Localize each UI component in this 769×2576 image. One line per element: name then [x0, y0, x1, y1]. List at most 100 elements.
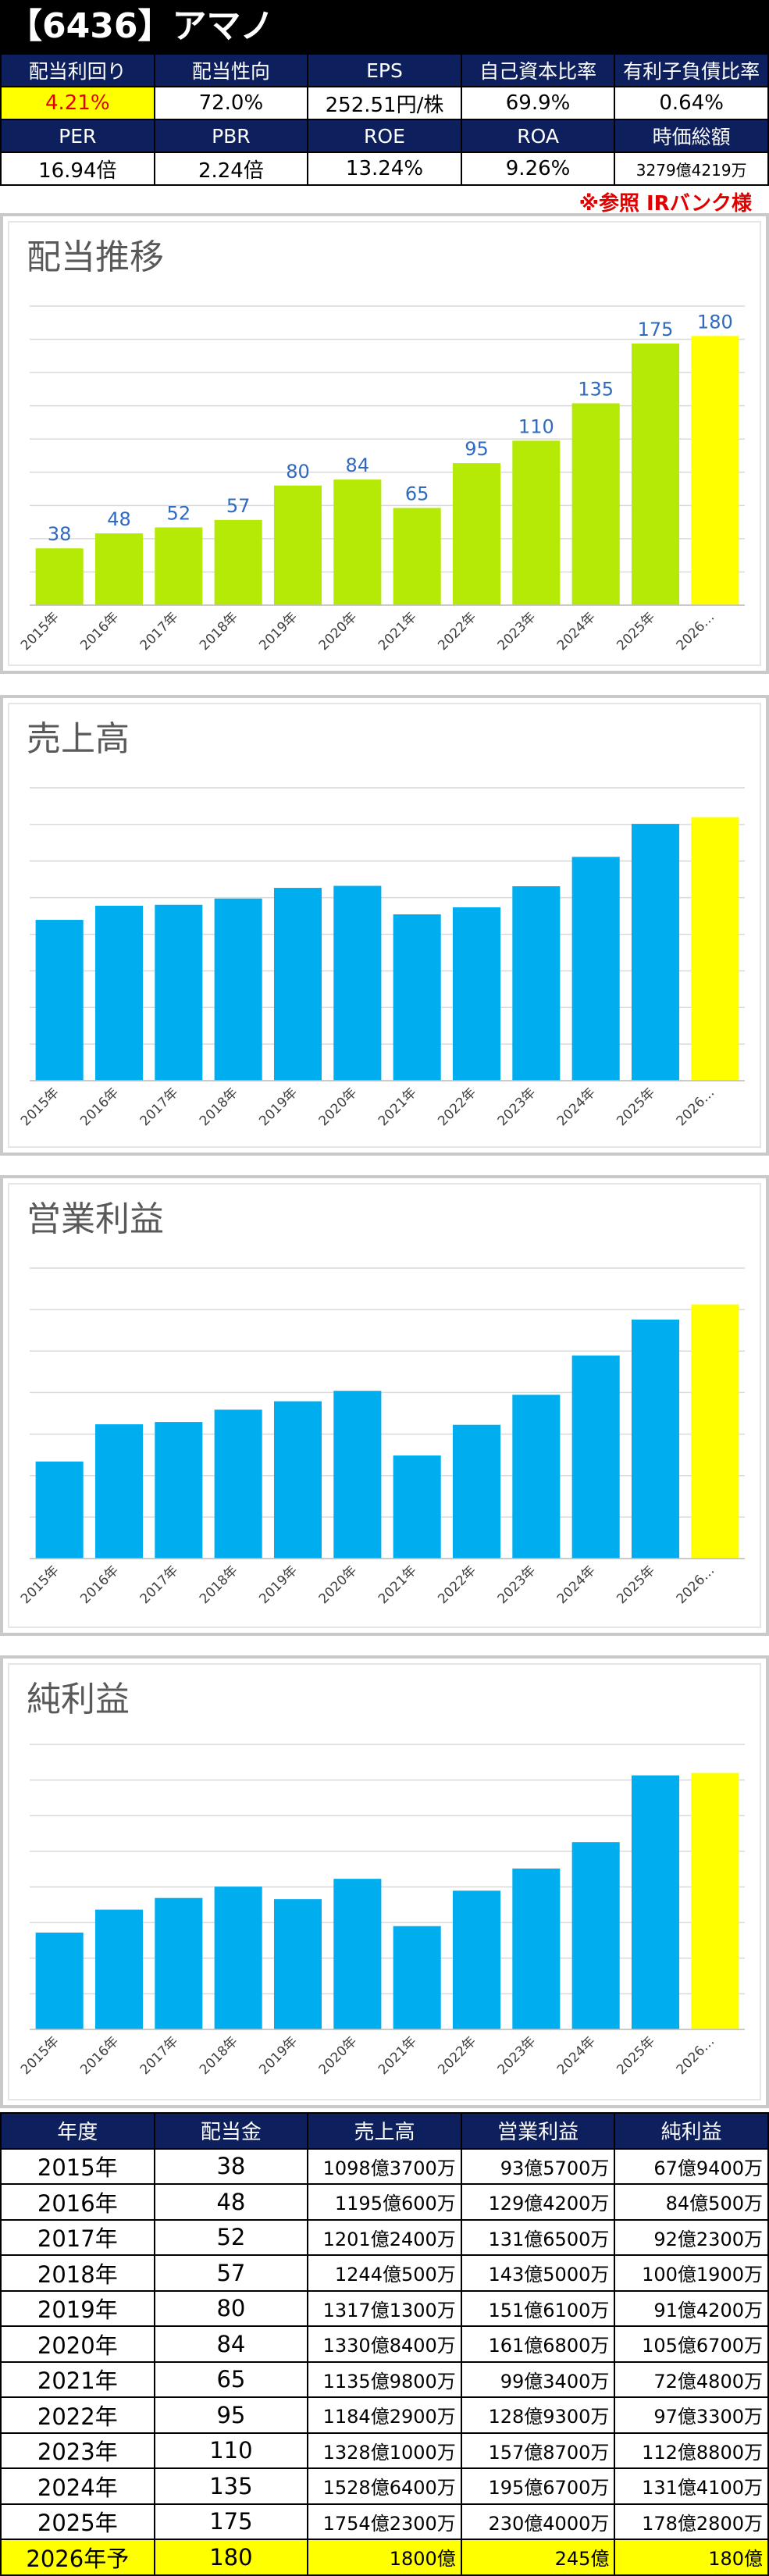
metric-label: 有利子負債比率 [614, 53, 769, 87]
table-cell: 84億500万 [614, 2183, 769, 2221]
x-tick-label: 2025年 [614, 2033, 658, 2078]
debt-ratio-value: 0.64% [614, 86, 769, 120]
x-tick-label: 2019年 [256, 1085, 301, 1129]
table-cell: 2023年 [0, 2432, 155, 2469]
table-cell: 52 [153, 2218, 309, 2256]
table-cell: 2019年 [0, 2289, 155, 2327]
bar [333, 885, 382, 1081]
bar [35, 920, 84, 1081]
bar [94, 1424, 144, 1559]
pbr-value: 2.24倍 [153, 151, 309, 186]
data-label: 48 [107, 508, 131, 530]
bar [214, 898, 262, 1081]
operating-profit-chart: 2015年 2016年 2017年 2018年 2019年 2020年 2021年 2022年… [18, 1267, 745, 1607]
x-tick-label: 2018年 [197, 1562, 241, 1607]
table-cell: 2022年 [0, 2396, 155, 2434]
bar [631, 1775, 680, 2029]
x-tick-label: 2026… [674, 1085, 718, 1129]
table-row: 2021年 65 1135億9800万 99億3400万 72億4800万 [0, 2360, 769, 2398]
x-tick-label: 2017年 [137, 1562, 182, 1607]
table-cell: 2020年 [0, 2325, 155, 2363]
table-cell: 1528億6400万 [307, 2467, 462, 2505]
data-label: 135 [578, 378, 614, 400]
bar [393, 508, 441, 605]
source-note: ※参照 IRバンク様 [579, 192, 752, 216]
data-label: 80 [286, 461, 310, 483]
table-cell: 157億8700万 [460, 2432, 616, 2469]
x-tick-label: 2018年 [197, 609, 241, 654]
table-cell: 2025年 [0, 2503, 155, 2540]
data-label: 38 [48, 523, 72, 545]
bar [214, 1409, 262, 1559]
x-tick-label: 2023年 [495, 2033, 539, 2078]
table-row: 2022年 95 1184億2900万 128億9300万 97億3300万 [0, 2396, 769, 2434]
table-cell: 92億2300万 [614, 2218, 769, 2256]
x-tick-label: 2024年 [554, 1562, 599, 1607]
x-tick-label: 2026… [674, 609, 718, 654]
dividend-chart-panel: 配当推移 38 2015年 48 2016年 52 2017年 57 2018年 80 2019年… [0, 213, 769, 674]
bar [512, 440, 561, 605]
table-cell: 175 [153, 2503, 309, 2540]
x-tick-label: 2021年 [376, 609, 420, 654]
table-cell: 2018年 [0, 2254, 155, 2292]
table-cell: 1330億8400万 [307, 2325, 462, 2363]
x-tick-label: 2015年 [18, 609, 62, 654]
x-tick-label: 2023年 [495, 1562, 539, 1607]
bar [273, 888, 322, 1081]
table-row: 2016年 48 1195億600万 129億4200万 84億500万 [0, 2183, 769, 2221]
bar [393, 1455, 441, 1559]
table-cell: 180 [153, 2539, 309, 2576]
x-tick-label: 2024年 [554, 609, 599, 654]
table-row: 2026年予 180 1800億 245億 180億 [0, 2539, 769, 2576]
metric-label: EPS [307, 53, 462, 87]
panel-frame [8, 1183, 761, 1628]
table-row: 2023年 110 1328億1000万 157億8700万 112億8800万 [0, 2432, 769, 2469]
bar [691, 1773, 739, 2029]
column-header: 純利益 [614, 2112, 769, 2150]
metric-label: PER [0, 119, 155, 153]
table-cell: 105億6700万 [614, 2325, 769, 2363]
table-cell: 97億3300万 [614, 2396, 769, 2434]
company-title: 【6436】アマノ [0, 0, 769, 53]
x-tick-label: 2025年 [614, 1562, 658, 1607]
roe-value: 13.24% [307, 151, 462, 186]
bar [571, 1356, 620, 1559]
x-tick-label: 2016年 [77, 1562, 122, 1607]
table-cell: 2021年 [0, 2360, 155, 2398]
table-row: 2019年 80 1317億1300万 151億6100万 91億4200万 [0, 2289, 769, 2327]
x-tick-label: 2025年 [614, 609, 658, 654]
bar [333, 1879, 382, 2029]
bar [571, 1842, 620, 2029]
x-tick-label: 2016年 [77, 609, 122, 654]
data-label: 175 [638, 319, 674, 340]
x-tick-label: 2021年 [376, 1562, 420, 1607]
x-tick-label: 2018年 [197, 1085, 241, 1129]
metric-label: PBR [153, 119, 309, 153]
market-cap-value: 3279億4219万 [614, 151, 769, 186]
table-cell: 143億5000万 [460, 2254, 616, 2292]
table-cell: 99億3400万 [460, 2360, 616, 2398]
table-cell: 110 [153, 2432, 309, 2469]
bar [393, 914, 441, 1081]
payout-ratio-value: 72.0% [153, 86, 309, 120]
table-header-row: 年度 配当金 売上高 営業利益 純利益 [0, 2112, 769, 2150]
per-value: 16.94倍 [0, 151, 155, 186]
table-cell: 1754億2300万 [307, 2503, 462, 2540]
bar [452, 1890, 501, 2029]
table-row: 2025年 175 1754億2300万 230億4000万 178億2800万 [0, 2503, 769, 2540]
bar [512, 885, 561, 1081]
table-row: 2018年 57 1244億500万 143億5000万 100億1900万 [0, 2254, 769, 2292]
table-cell: 161億6800万 [460, 2325, 616, 2363]
x-tick-label: 2020年 [316, 1085, 361, 1129]
metric-label: 配当利回り [0, 53, 155, 87]
bar [571, 403, 620, 605]
sales-chart-panel: 売上高 2015年 2016年 2017年 2018年 2019年 2020年 2021年 2… [0, 695, 769, 1156]
table-cell: 38 [153, 2147, 309, 2185]
x-tick-label: 2026… [674, 1562, 718, 1607]
x-tick-label: 2015年 [18, 1085, 62, 1129]
net-profit-chart: 2015年 2016年 2017年 2018年 2019年 2020年 2021年 2022年… [18, 1744, 745, 2078]
table-row: 2020年 84 1330億8400万 161億6800万 105億6700万 [0, 2325, 769, 2363]
table-cell: 151億6100万 [460, 2289, 616, 2327]
panel-frame [8, 221, 761, 666]
metrics-header-row-1: 配当利回り 配当性向 EPS 自己資本比率 有利子負債比率 [0, 53, 769, 87]
